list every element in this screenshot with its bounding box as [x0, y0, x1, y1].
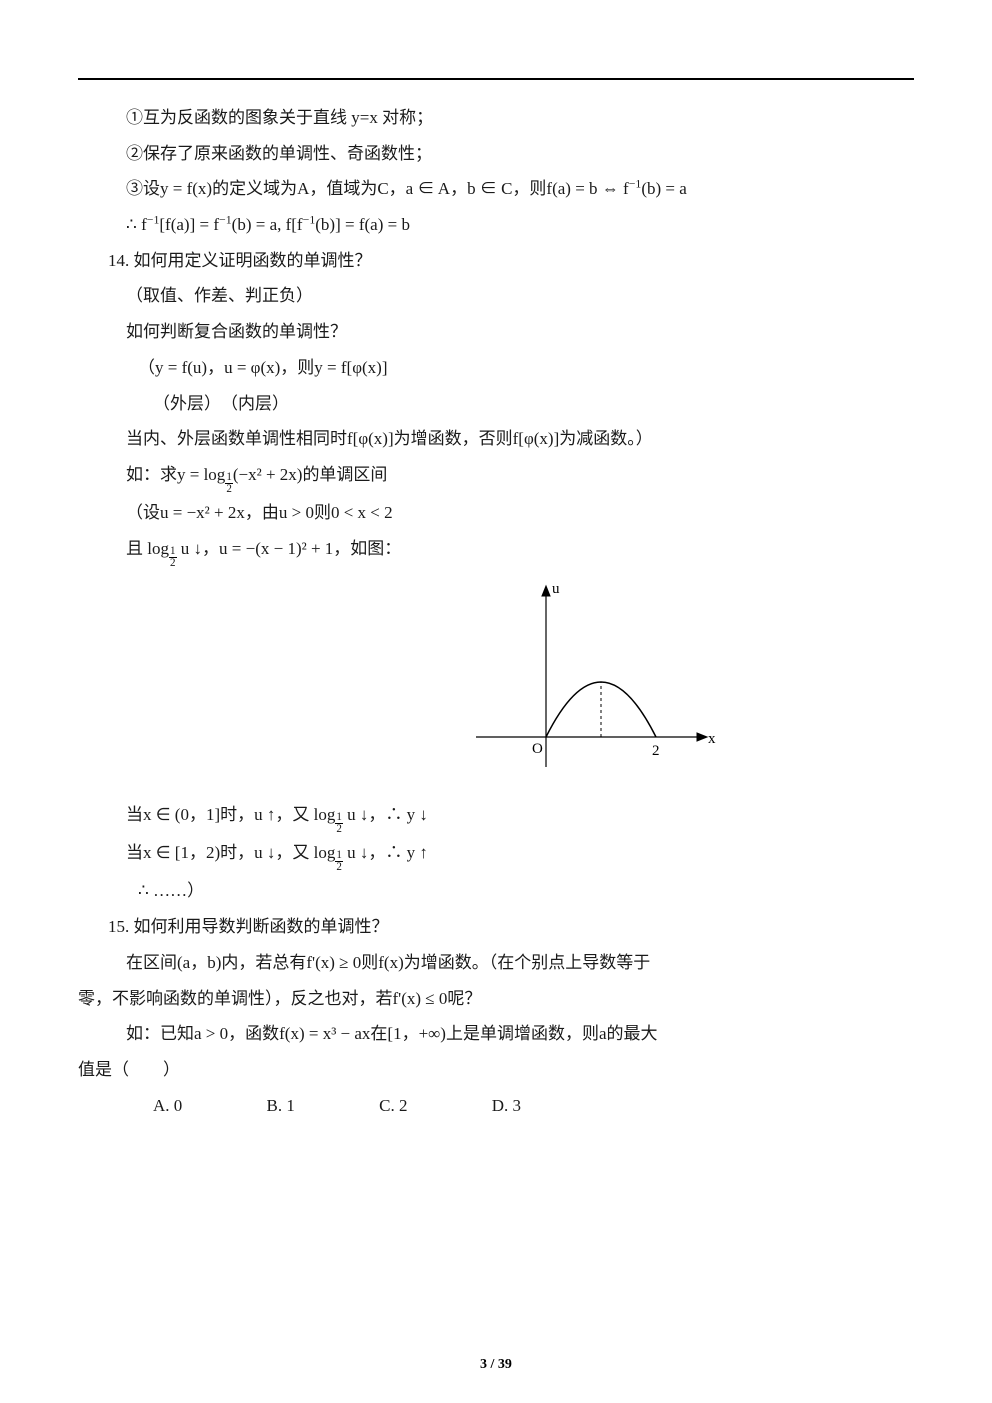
- text: u ↓，∴ y ↓: [343, 805, 428, 824]
- q14-heading: 14. 如何用定义证明函数的单调性？: [78, 243, 914, 279]
- log-base-half: 12: [335, 850, 343, 873]
- text: u ↓，u = −(x − 1)² + 1，如图：: [177, 539, 402, 558]
- line-inverse-3: ③设y = f(x)的定义域为A，值域为C，a ∈ A，b ∈ C，则f(a) …: [78, 171, 914, 207]
- superscript: −1: [147, 212, 160, 226]
- q14-rule: 当内、外层函数单调性相同时f[φ(x)]为增函数，否则f[φ(x)]为减函数。）: [78, 421, 914, 457]
- horizontal-rule: [78, 78, 914, 80]
- q14-step: （取值、作差、判正负）: [78, 278, 914, 314]
- q15-blank: 值是（ ）: [78, 1052, 914, 1088]
- svg-text:O: O: [532, 741, 543, 757]
- line-inverse-2: ②保存了原来函数的单调性、奇函数性；: [78, 136, 914, 172]
- line-inverse-1: ①互为反函数的图象关于直线 y=x 对称；: [78, 100, 914, 136]
- text: 且 log: [126, 539, 169, 558]
- document-content: ①互为反函数的图象关于直线 y=x 对称； ②保存了原来函数的单调性、奇函数性；…: [78, 100, 914, 1123]
- q15-line1: 在区间(a，b)内，若总有f'(x) ≥ 0则f(x)为增函数。（在个别点上导数…: [78, 945, 914, 981]
- q14-case2: 当x ∈ [1，2)时，u ↓，又 log12 u ↓，∴ y ↑: [78, 835, 914, 873]
- text: (b)] = f(a) = b: [315, 215, 410, 234]
- q14-layers: （外层） （内层）: [78, 386, 914, 422]
- text: (b) = a, f[f: [232, 215, 303, 234]
- text: u ↓，∴ y ↑: [343, 843, 428, 862]
- q15-options: A. 0 B. 1 C. 2 D. 3: [78, 1088, 914, 1124]
- q14-example: 如：求y = log12(−x² + 2x)的单调区间: [78, 457, 914, 495]
- text: 当x ∈ [1，2)时，u ↓，又 log: [126, 843, 335, 862]
- parabola-graph: Ox u 2: [258, 577, 914, 790]
- log-base-half: 12: [225, 472, 233, 495]
- q14-case1: 当x ∈ (0，1]时，u ↑，又 log12 u ↓，∴ y ↓: [78, 797, 914, 835]
- svg-text:2: 2: [652, 743, 660, 759]
- text: 如：求y = log: [126, 465, 225, 484]
- q14-formula: （y = f(u)，u = φ(x)，则y = f[φ(x)]: [78, 350, 914, 386]
- q14-composite: 如何判断复合函数的单调性？: [78, 314, 914, 350]
- option-b: B. 1: [267, 1088, 295, 1124]
- text: 当x ∈ (0，1]时，u ↑，又 log: [126, 805, 335, 824]
- option-c: C. 2: [379, 1088, 407, 1124]
- svg-text:u: u: [552, 581, 560, 597]
- graph-svg: Ox u 2: [456, 577, 716, 777]
- superscript: −1: [219, 212, 232, 226]
- log-base-half: 12: [335, 812, 343, 835]
- q15-line2: 零，不影响函数的单调性），反之也对，若f'(x) ≤ 0呢？: [78, 981, 914, 1017]
- q14-sub: （设u = −x² + 2x，由u > 0则0 < x < 2: [78, 495, 914, 531]
- svg-text:x: x: [708, 731, 716, 747]
- q14-end: ∴ ……）: [78, 873, 914, 909]
- text: [f(a)] = f: [159, 215, 219, 234]
- text: ∴ f: [126, 215, 147, 234]
- page-number: 3 / 39: [0, 1357, 992, 1373]
- q15-example: 如：已知a > 0，函数f(x) = x³ − ax在[1，+∞)上是单调增函数…: [78, 1016, 914, 1052]
- q15-heading: 15. 如何利用导数判断函数的单调性？: [78, 909, 914, 945]
- text: ③设y = f(x)的定义域为A，值域为C，a ∈ A，b ∈ C，则f(a) …: [126, 179, 629, 198]
- text: (−x² + 2x)的单调区间: [233, 465, 388, 484]
- option-d: D. 3: [492, 1088, 521, 1124]
- log-base-half: 12: [169, 546, 177, 569]
- q14-logu: 且 log12 u ↓，u = −(x − 1)² + 1，如图：: [78, 531, 914, 569]
- superscript: −1: [629, 177, 642, 191]
- superscript: −1: [303, 212, 316, 226]
- text: (b) = a: [641, 179, 686, 198]
- line-inverse-4: ∴ f−1[f(a)] = f−1(b) = a, f[f−1(b)] = f(…: [78, 207, 914, 243]
- option-a: A. 0: [153, 1088, 182, 1124]
